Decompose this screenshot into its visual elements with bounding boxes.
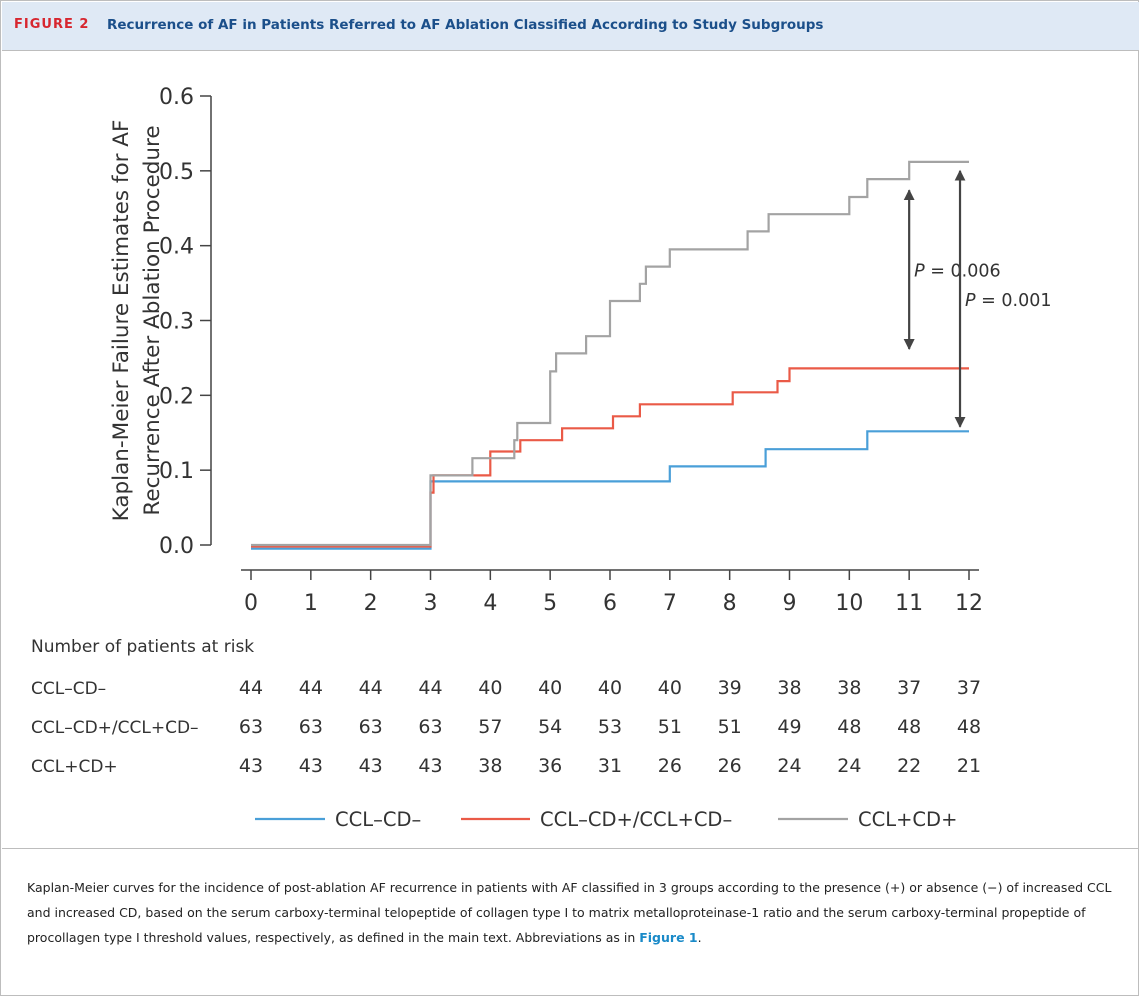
risk-count: 44 <box>239 677 263 699</box>
km-chart: 0.00.10.20.30.40.50.60 1 2 3 4 5 6 7 8 9 10 11 12Kap… <box>31 85 1051 831</box>
x-tick-label: 6 <box>603 591 617 616</box>
risk-count: 24 <box>837 755 861 777</box>
risk-count: 48 <box>897 716 921 738</box>
risk-count: 51 <box>658 716 682 738</box>
x-tick-label: 4 <box>483 591 497 616</box>
figure-1-link[interactable]: Figure 1 <box>639 930 698 945</box>
risk-count: 37 <box>897 677 921 699</box>
risk-count: 53 <box>598 716 622 738</box>
risk-count: 40 <box>658 677 682 699</box>
y-tick-label: 0.4 <box>159 235 194 260</box>
series-line-2 <box>251 367 969 548</box>
chart-area: 0.0 0.1 0.2 0.3 0.4 0.5 0.6 0 1 2 3 4 5 6 7 8 9 10 11 12 Kap… <box>2 51 1139 849</box>
risk-count: 38 <box>777 677 801 699</box>
x-tick-label: 5 <box>543 591 557 616</box>
x-tick-label: 11 <box>895 591 923 616</box>
caption-end: . <box>697 930 702 945</box>
caption-text: Kaplan-Meier curves for the incidence of… <box>27 880 1112 945</box>
x-tick-label: 7 <box>663 591 677 616</box>
x-tick-label: 0 <box>244 591 258 616</box>
figure-header: FIGURE 2 Recurrence of AF in Patients Re… <box>2 2 1139 51</box>
risk-count: 26 <box>718 755 742 777</box>
risk-count: 48 <box>957 716 981 738</box>
risk-count: 40 <box>538 677 562 699</box>
risk-count: 49 <box>777 716 801 738</box>
risk-count: 63 <box>418 716 442 738</box>
risk-table-title: Number of patients at risk <box>31 637 254 657</box>
risk-count: 36 <box>538 755 562 777</box>
series-line-1 <box>251 430 969 550</box>
y-tick-label: 0.1 <box>159 459 194 484</box>
legend-label-3: CCL+CD+ <box>858 808 957 831</box>
risk-count: 43 <box>418 755 442 777</box>
risk-count: 26 <box>658 755 682 777</box>
risk-count: 43 <box>299 755 323 777</box>
y-tick-label: 0.5 <box>159 160 194 185</box>
risk-count: 57 <box>478 716 502 738</box>
figure-title: Recurrence of AF in Patients Referred to… <box>107 17 824 33</box>
risk-count: 22 <box>897 755 921 777</box>
p-value-label-1: P = 0.006 <box>914 262 1000 282</box>
y-axis-label-line-2: Recurrence After Ablation Procedure <box>140 125 165 515</box>
series-line-3 <box>251 160 969 547</box>
risk-count: 38 <box>478 755 502 777</box>
risk-count: 38 <box>837 677 861 699</box>
risk-count: 54 <box>538 716 562 738</box>
y-axis-label-line-1: Kaplan-Meier Failure Estimates for AF <box>109 120 134 522</box>
risk-count: 43 <box>359 755 383 777</box>
x-tick-label: 12 <box>955 591 983 616</box>
risk-count: 24 <box>777 755 801 777</box>
figure-caption: Kaplan-Meier curves for the incidence of… <box>27 875 1117 950</box>
risk-count: 37 <box>957 677 981 699</box>
legend-label-2: CCL–CD+/CCL+CD– <box>540 808 732 831</box>
risk-row-label: CCL+CD+ <box>31 757 118 777</box>
x-tick-label: 8 <box>723 591 737 616</box>
y-tick-label: 0.0 <box>159 534 194 559</box>
x-tick-label: 2 <box>364 591 378 616</box>
x-tick-label: 1 <box>304 591 318 616</box>
x-tick-label: 3 <box>424 591 438 616</box>
risk-count: 44 <box>418 677 442 699</box>
risk-count: 40 <box>478 677 502 699</box>
risk-count: 44 <box>359 677 383 699</box>
legend-label-1: CCL–CD– <box>335 808 421 831</box>
risk-count: 51 <box>718 716 742 738</box>
x-tick-label: 9 <box>783 591 797 616</box>
risk-count: 48 <box>837 716 861 738</box>
risk-count: 63 <box>359 716 383 738</box>
risk-count: 63 <box>299 716 323 738</box>
y-tick-label: 0.3 <box>159 310 194 335</box>
y-tick-label: 0.6 <box>159 85 194 110</box>
risk-count: 63 <box>239 716 263 738</box>
risk-count: 43 <box>239 755 263 777</box>
risk-count: 21 <box>957 755 981 777</box>
y-tick-label: 0.2 <box>159 384 194 409</box>
risk-row-label: CCL–CD– <box>31 679 106 699</box>
p-value-label-2: P = 0.001 <box>965 291 1051 311</box>
figure-label: FIGURE 2 <box>14 17 90 32</box>
risk-count: 40 <box>598 677 622 699</box>
risk-count: 44 <box>299 677 323 699</box>
risk-row-label: CCL–CD+/CCL+CD– <box>31 718 199 738</box>
x-tick-label: 10 <box>835 591 863 616</box>
risk-count: 39 <box>718 677 742 699</box>
risk-count: 31 <box>598 755 622 777</box>
